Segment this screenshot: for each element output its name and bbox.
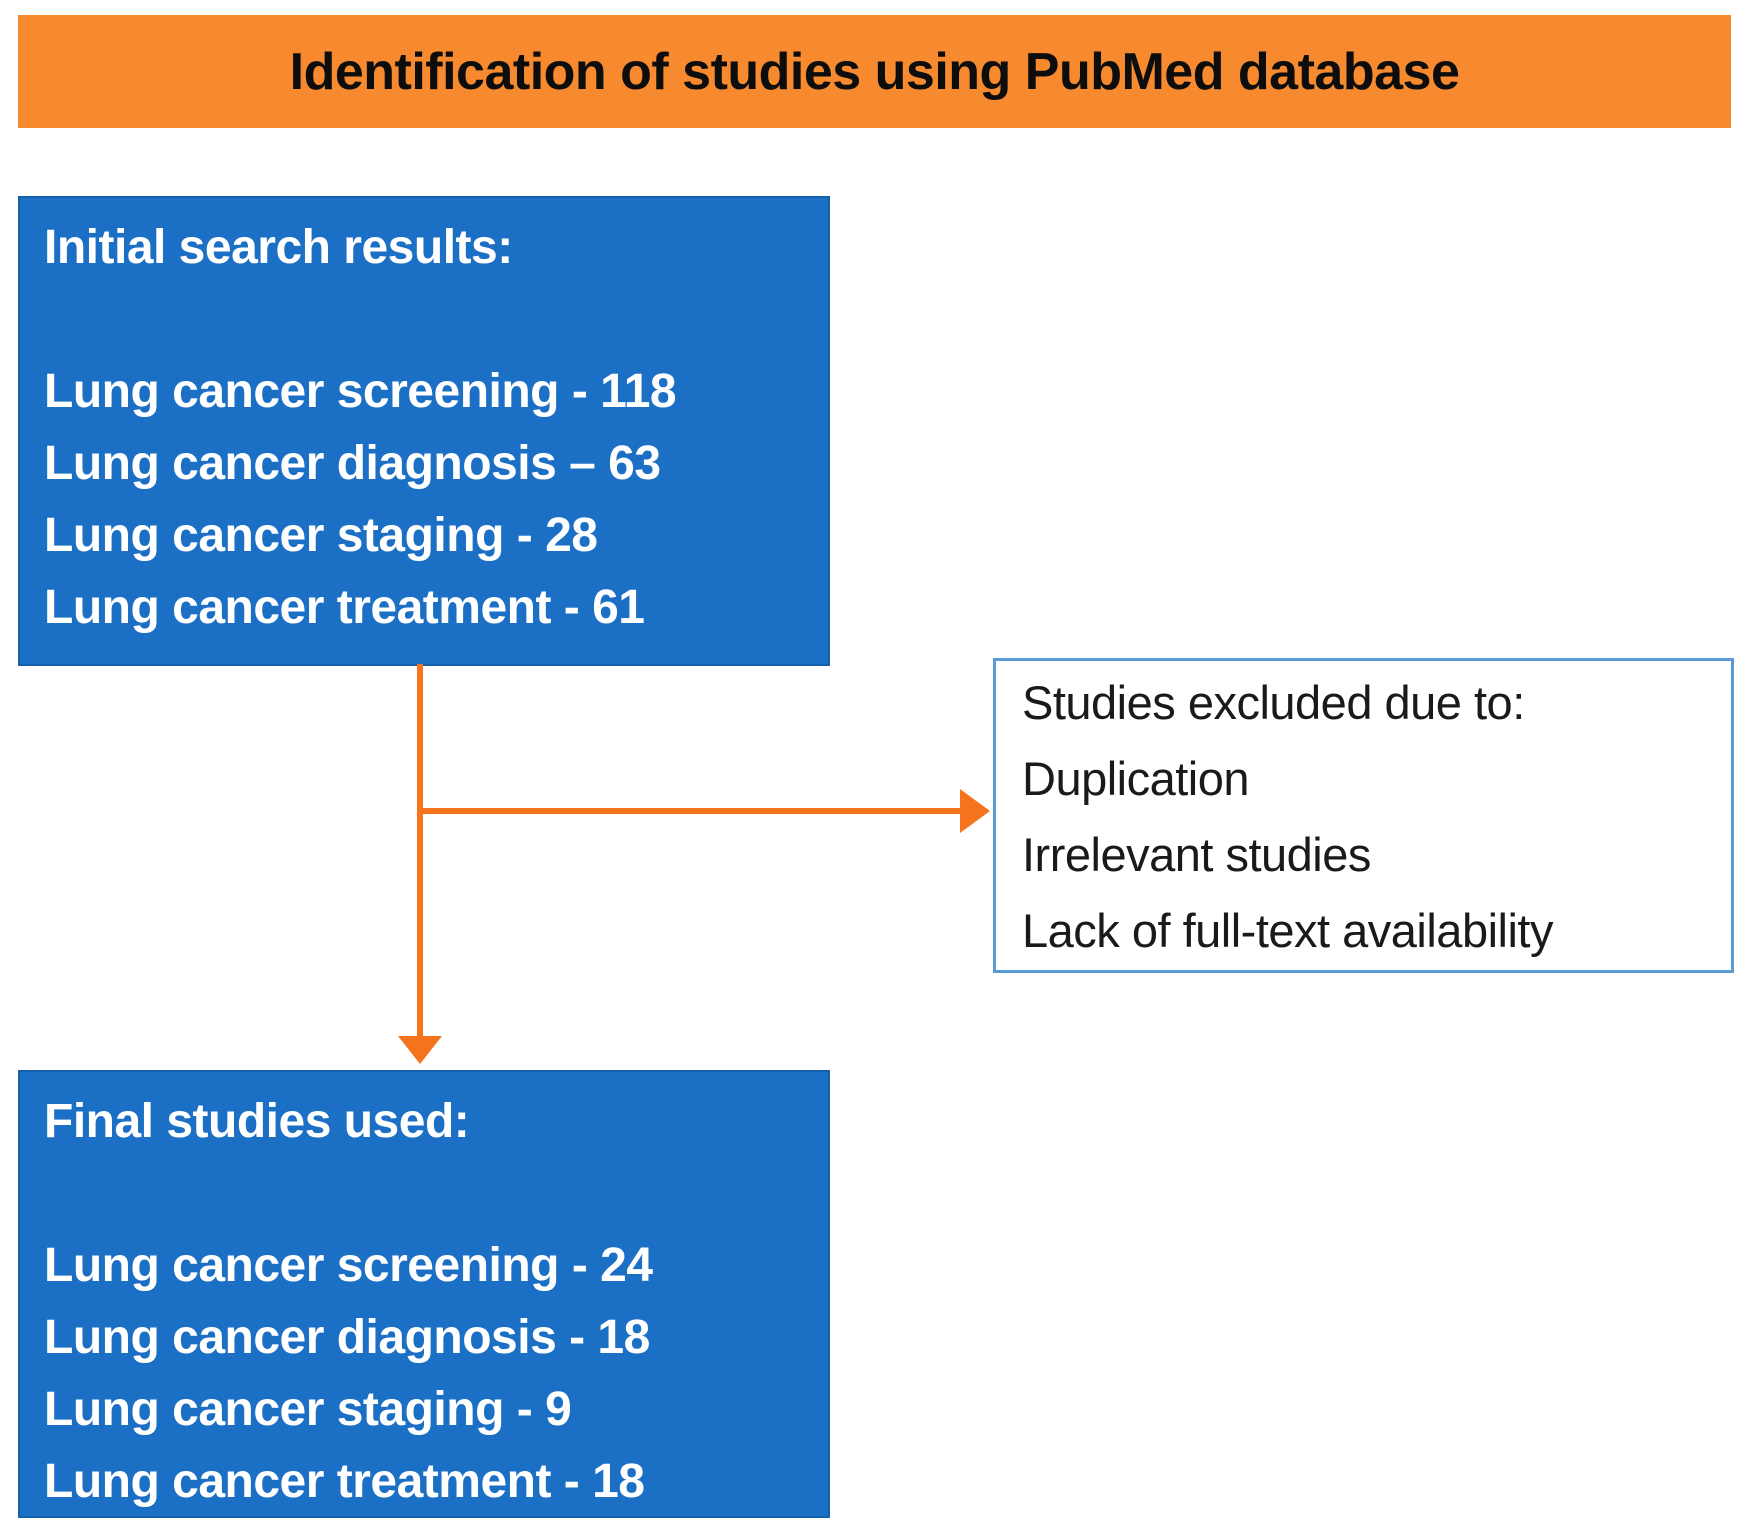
excluded-studies-item: Duplication xyxy=(1022,752,1250,805)
final-studies-item: Lung cancer staging - 9 xyxy=(44,1383,572,1436)
excluded-studies-item: Lack of full-text availability xyxy=(1022,904,1553,957)
header-banner: Identification of studies using PubMed d… xyxy=(18,15,1731,128)
initial-results-item: Lung cancer diagnosis – 63 xyxy=(44,437,661,490)
final-studies-box: Final studies used: Lung cancer screenin… xyxy=(18,1070,830,1518)
excluded-studies-box: Studies excluded due to: Duplication Irr… xyxy=(993,658,1734,973)
final-studies-item: Lung cancer diagnosis - 18 xyxy=(44,1311,650,1364)
arrowhead-right-icon xyxy=(960,789,990,833)
final-studies-title: Final studies used: xyxy=(44,1095,470,1148)
initial-results-box: Initial search results: Lung cancer scre… xyxy=(18,196,830,666)
blank-line xyxy=(44,1158,804,1230)
initial-results-title: Initial search results: xyxy=(44,221,513,274)
blank-line xyxy=(44,284,804,356)
initial-results-item: Lung cancer screening - 118 xyxy=(44,365,677,418)
final-studies-item: Lung cancer screening - 24 xyxy=(44,1239,653,1292)
page-title: Identification of studies using PubMed d… xyxy=(289,42,1460,101)
arrow-initial-to-final xyxy=(417,664,423,1038)
arrow-branch-to-excluded xyxy=(420,808,965,814)
initial-results-item: Lung cancer treatment - 61 xyxy=(44,581,645,634)
final-studies-item: Lung cancer treatment - 18 xyxy=(44,1455,645,1508)
excluded-studies-title: Studies excluded due to: xyxy=(1022,676,1525,729)
excluded-studies-item: Irrelevant studies xyxy=(1022,828,1371,881)
initial-results-item: Lung cancer staging - 28 xyxy=(44,509,598,562)
arrowhead-down-icon xyxy=(398,1036,442,1064)
